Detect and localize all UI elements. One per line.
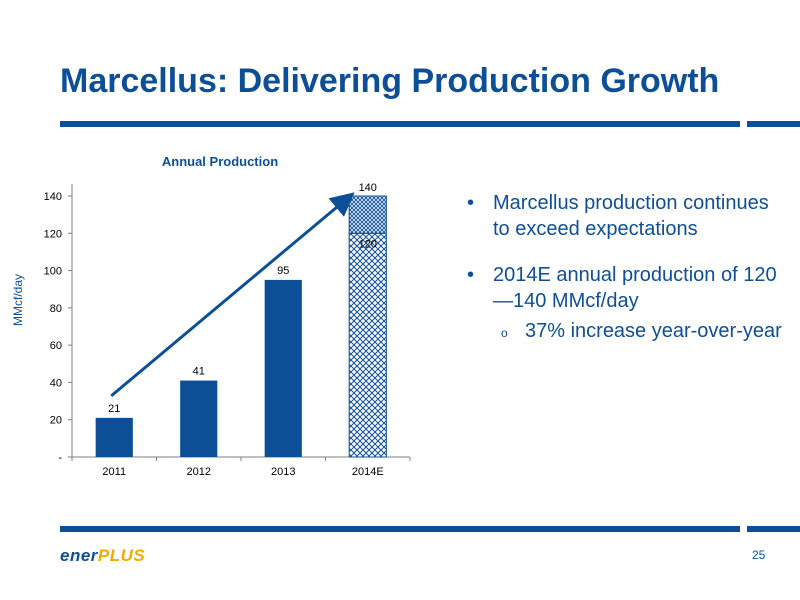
sub-bullet-text: 37% increase year-over-year [525, 320, 782, 342]
bullet-glyph: • [467, 192, 475, 214]
bar-2011 [95, 417, 133, 457]
sub-bullet-item: o 37% increase year-over-year [463, 318, 783, 344]
bullet-item: • 2014E annual production of 120—140 MMc… [463, 262, 783, 314]
bar-2012 [180, 380, 218, 457]
data-label: 21 [108, 403, 120, 415]
slide-title: Marcellus: Delivering Production Growth [60, 62, 720, 100]
bottom-divider-segment [747, 526, 800, 532]
data-label: 41 [193, 366, 205, 378]
bullet-list: • Marcellus production continues to exce… [463, 190, 783, 344]
x-tick-label: 2013 [271, 466, 295, 478]
y-tick-label: 20 [50, 415, 62, 427]
bullet-text: 2014E annual production of 120—140 MMcf/… [493, 264, 777, 312]
data-label: 95 [277, 265, 289, 277]
y-tick-label: 60 [50, 340, 62, 352]
y-tick-label: 140 [44, 191, 62, 203]
x-tick-label: 2011 [102, 466, 126, 478]
data-label: 120 [359, 238, 377, 250]
bottom-divider [60, 526, 740, 532]
bullet-glyph: • [467, 264, 475, 286]
bar-2014e-base [348, 232, 387, 458]
sub-bullet-glyph: o [501, 326, 508, 340]
logo-text-ener: ener [60, 546, 98, 565]
bullet-text: Marcellus production continues to exceed… [493, 192, 769, 240]
y-tick-label: 40 [50, 377, 62, 389]
top-divider-segment [747, 121, 800, 127]
data-label-range-top: 140 [359, 182, 377, 194]
enerplus-logo: enerPLUS [60, 546, 145, 566]
x-tick-label: 2014E [352, 466, 384, 478]
y-tick-label: - [58, 452, 62, 464]
logo-text-plus: PLUS [97, 546, 146, 565]
x-tick-label: 2012 [187, 466, 211, 478]
bar-2014e-range [348, 195, 387, 234]
page-number: 25 [752, 548, 766, 562]
y-tick-label: 100 [44, 266, 62, 278]
top-divider [60, 121, 740, 127]
y-tick-label: 80 [50, 303, 62, 315]
chart-title: Annual Production [161, 154, 279, 169]
y-tick-label: 120 [44, 228, 62, 240]
bullet-item: • Marcellus production continues to exce… [463, 190, 783, 242]
growth-trend-arrow [110, 192, 355, 398]
bar-2013 [264, 279, 302, 457]
